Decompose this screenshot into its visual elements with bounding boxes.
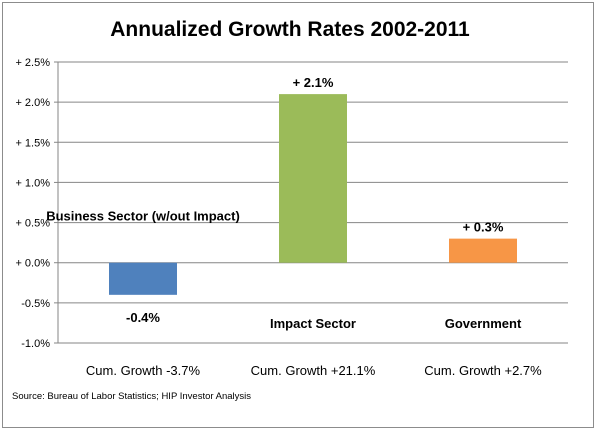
bar — [109, 262, 177, 295]
y-tick-label: + 0.5% — [15, 218, 50, 230]
data-label: -0.4% — [126, 310, 160, 325]
y-tick-label: + 2.0% — [15, 97, 50, 109]
y-tick-label: + 2.5% — [15, 57, 50, 69]
chart-frame: Annualized Growth Rates 2002-2011 + 2.5%… — [2, 2, 594, 428]
cumulative-growth-label: Cum. Growth +2.7% — [424, 363, 542, 378]
y-tick-label: + 1.0% — [15, 177, 50, 189]
y-tick-label: -1.0% — [21, 338, 50, 350]
labels: -0.4% Business Sector (w/out Impact) Cum. … — [46, 75, 542, 378]
category-label-business: Business Sector (w/out Impact) — [46, 209, 240, 224]
cumulative-growth-label: Cum. Growth -3.7% — [86, 363, 201, 378]
bars — [109, 94, 517, 295]
cumulative-growth-label: Cum. Growth +21.1% — [251, 363, 376, 378]
bar — [449, 238, 517, 263]
category-label-impact: Impact Sector — [270, 316, 356, 331]
y-tick-label: -0.5% — [21, 298, 50, 310]
y-axis: + 2.5% + 2.0% + 1.5% + 1.0% + 0.5% + 0.0% -0.5… — [15, 57, 59, 350]
category-label-government: Government — [445, 316, 522, 331]
data-label: + 2.1% — [293, 75, 334, 90]
bar — [279, 94, 347, 263]
y-tick-label: + 1.5% — [15, 137, 50, 149]
chart-title: Annualized Growth Rates 2002-2011 — [110, 18, 470, 41]
bar-chart: Annualized Growth Rates 2002-2011 + 2.5%… — [12, 18, 568, 402]
source-note: Source: Bureau of Labor Statistics; HIP … — [12, 391, 251, 402]
y-tick-label: + 0.0% — [15, 258, 50, 270]
data-label: + 0.3% — [463, 220, 504, 235]
